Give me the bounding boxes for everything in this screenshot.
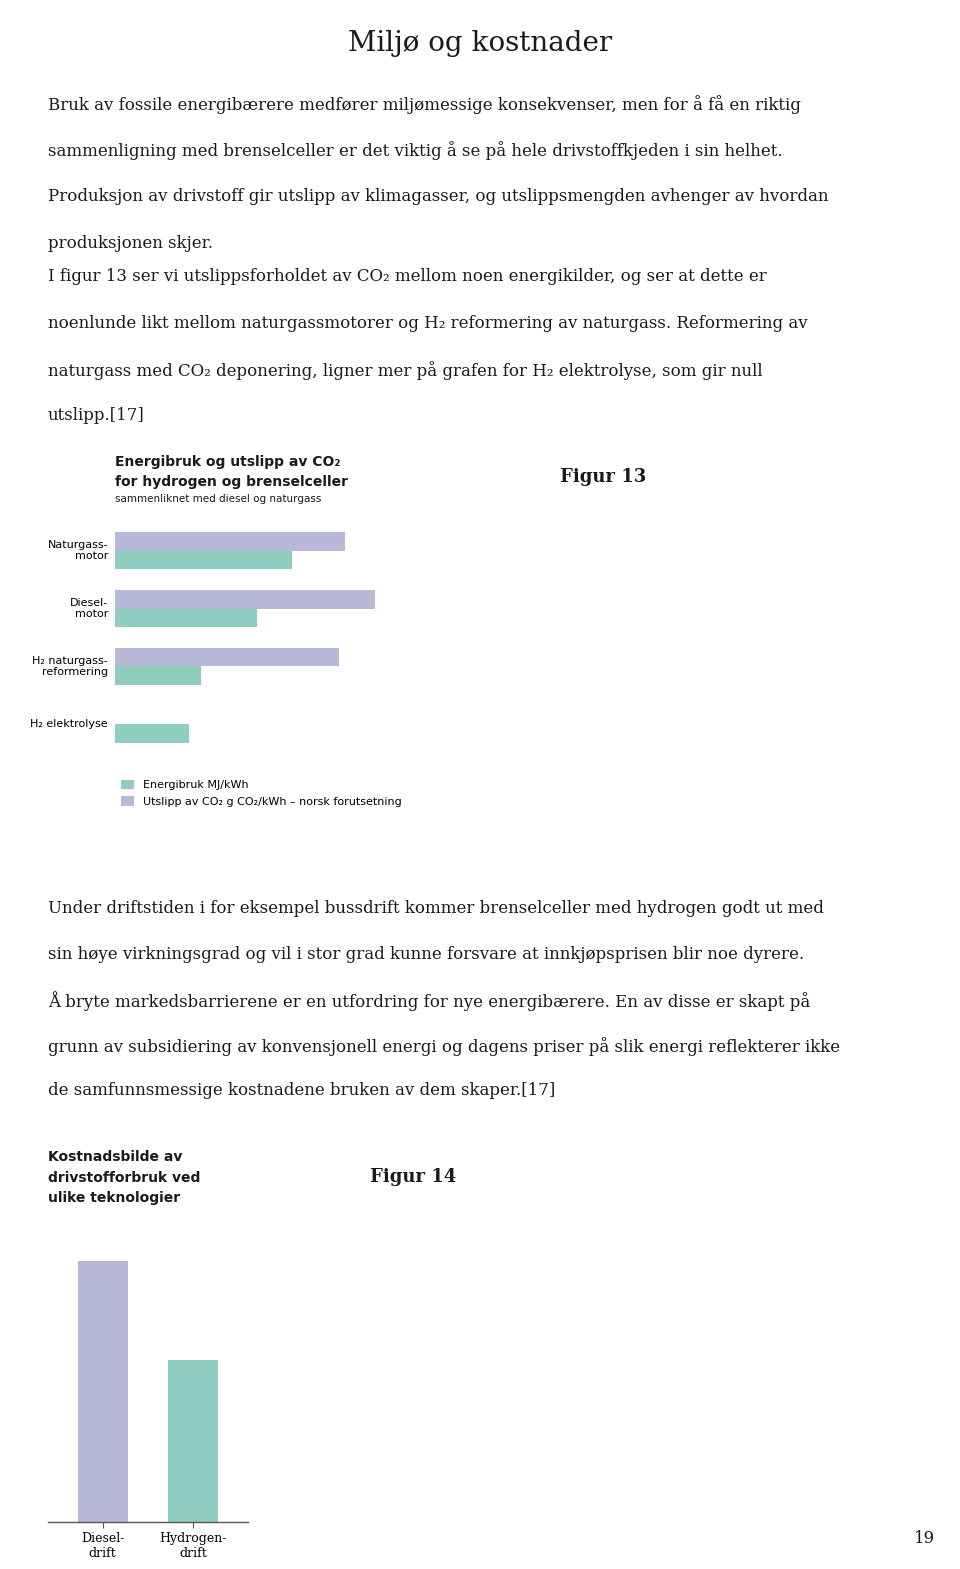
Bar xyxy=(115,590,374,609)
Text: Kostnadsbilde av
drivstofforbruk ved
ulike teknologier: Kostnadsbilde av drivstofforbruk ved uli… xyxy=(48,1150,201,1205)
Text: Miljø og kostnader: Miljø og kostnader xyxy=(348,30,612,56)
Text: I figur 13 ser vi utslippsforholdet av CO₂ mellom noen energikilder, og ser at d: I figur 13 ser vi utslippsforholdet av C… xyxy=(48,268,767,286)
Bar xyxy=(168,1360,219,1522)
Text: naturgass med CO₂ deponering, ligner mer på grafen for H₂ elektrolyse, som gir n: naturgass med CO₂ deponering, ligner mer… xyxy=(48,361,762,380)
Bar xyxy=(115,551,292,570)
Text: Produksjon av drivstoff gir utslipp av klimagasser, og utslippsmengden avhenger : Produksjon av drivstoff gir utslipp av k… xyxy=(48,188,828,206)
Text: for hydrogen og brenselceller: for hydrogen og brenselceller xyxy=(115,475,348,490)
Legend: Energibruk MJ/kWh, Utslipp av CO₂ g CO₂/kWh – norsk forutsetning: Energibruk MJ/kWh, Utslipp av CO₂ g CO₂/… xyxy=(121,780,401,806)
Text: 19: 19 xyxy=(914,1530,935,1547)
Text: utslipp.[17]: utslipp.[17] xyxy=(48,408,145,425)
Bar xyxy=(115,725,189,744)
Text: noenlunde likt mellom naturgassmotorer og H₂ reformering av naturgass. Reformeri: noenlunde likt mellom naturgassmotorer o… xyxy=(48,314,807,331)
Text: Å bryte markedsbarrierene er en utfordring for nye energibærere. En av disse er : Å bryte markedsbarrierene er en utfordri… xyxy=(48,992,810,1010)
Text: Bruk av fossile energibærere medfører miljømessige konsekvenser, men for å få en: Bruk av fossile energibærere medfører mi… xyxy=(48,96,801,115)
Text: sin høye virkningsgrad og vil i stor grad kunne forsvare at innkjøpsprisen blir : sin høye virkningsgrad og vil i stor gra… xyxy=(48,946,804,963)
Text: produksjonen skjer.: produksjonen skjer. xyxy=(48,234,213,251)
Bar xyxy=(115,648,340,667)
Text: Energibruk og utslipp av CO₂: Energibruk og utslipp av CO₂ xyxy=(115,455,341,469)
Text: Figur 14: Figur 14 xyxy=(370,1167,456,1186)
Text: Figur 13: Figur 13 xyxy=(560,468,646,486)
Bar xyxy=(115,532,346,551)
Bar xyxy=(115,667,201,686)
Bar xyxy=(115,609,256,628)
Text: grunn av subsidiering av konvensjonell energi og dagens priser på slik energi re: grunn av subsidiering av konvensjonell e… xyxy=(48,1037,840,1056)
Bar xyxy=(78,1261,128,1522)
Text: sammenliknet med diesel og naturgass: sammenliknet med diesel og naturgass xyxy=(115,494,322,504)
Text: sammenligning med brenselceller er det viktig å se på hele drivstoffkjeden i sin: sammenligning med brenselceller er det v… xyxy=(48,141,782,160)
Text: de samfunnsmessige kostnadene bruken av dem skaper.[17]: de samfunnsmessige kostnadene bruken av … xyxy=(48,1083,555,1100)
Text: Under driftstiden i for eksempel bussdrift kommer brenselceller med hydrogen god: Under driftstiden i for eksempel bussdri… xyxy=(48,901,824,916)
